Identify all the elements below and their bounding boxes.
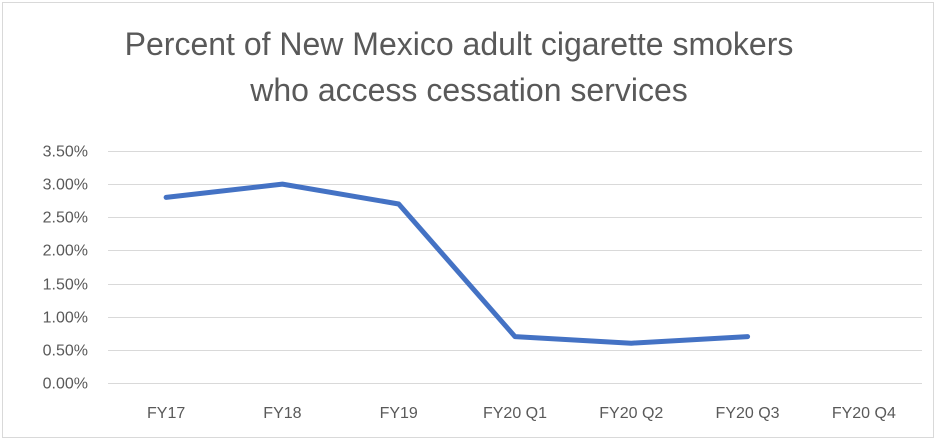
y-tick-label: 1.50% xyxy=(43,277,88,294)
y-tick-label: 3.50% xyxy=(43,144,88,161)
x-tick-label: FY20 Q2 xyxy=(599,405,663,422)
x-tick-label: FY20 Q1 xyxy=(483,405,547,422)
x-tick-label: FY18 xyxy=(263,405,301,422)
gridlines xyxy=(108,151,922,384)
y-tick-label: 0.50% xyxy=(43,343,88,360)
chart-title-line-1: Percent of New Mexico adult cigarette sm… xyxy=(124,26,794,62)
series-line xyxy=(163,181,751,346)
series-layer xyxy=(163,181,751,346)
chart-title-line-2: who access cessation services xyxy=(250,72,688,108)
y-axis-tick-labels: 0.00% 0.50% 1.00% 1.50% 2.00% 2.50% 3.00% 3.50% xyxy=(43,144,88,393)
y-tick-label: 1.00% xyxy=(43,310,88,327)
x-tick-label: FY19 xyxy=(380,405,418,422)
x-tick-label: FY17 xyxy=(147,405,185,422)
y-tick-label: 2.00% xyxy=(43,243,88,260)
x-tick-label: FY20 Q3 xyxy=(716,405,780,422)
x-axis-tick-labels: FY17 FY18 FY19 FY20 Q1 FY20 Q2 FY20 Q3 FY20 Q4 xyxy=(147,405,896,422)
y-tick-label: 0.00% xyxy=(43,376,88,393)
y-tick-label: 2.50% xyxy=(43,210,88,227)
chart-title: Percent of New Mexico adult cigarette sm… xyxy=(3,21,935,113)
x-tick-label: FY20 Q4 xyxy=(832,405,896,422)
y-tick-label: 3.00% xyxy=(43,177,88,194)
